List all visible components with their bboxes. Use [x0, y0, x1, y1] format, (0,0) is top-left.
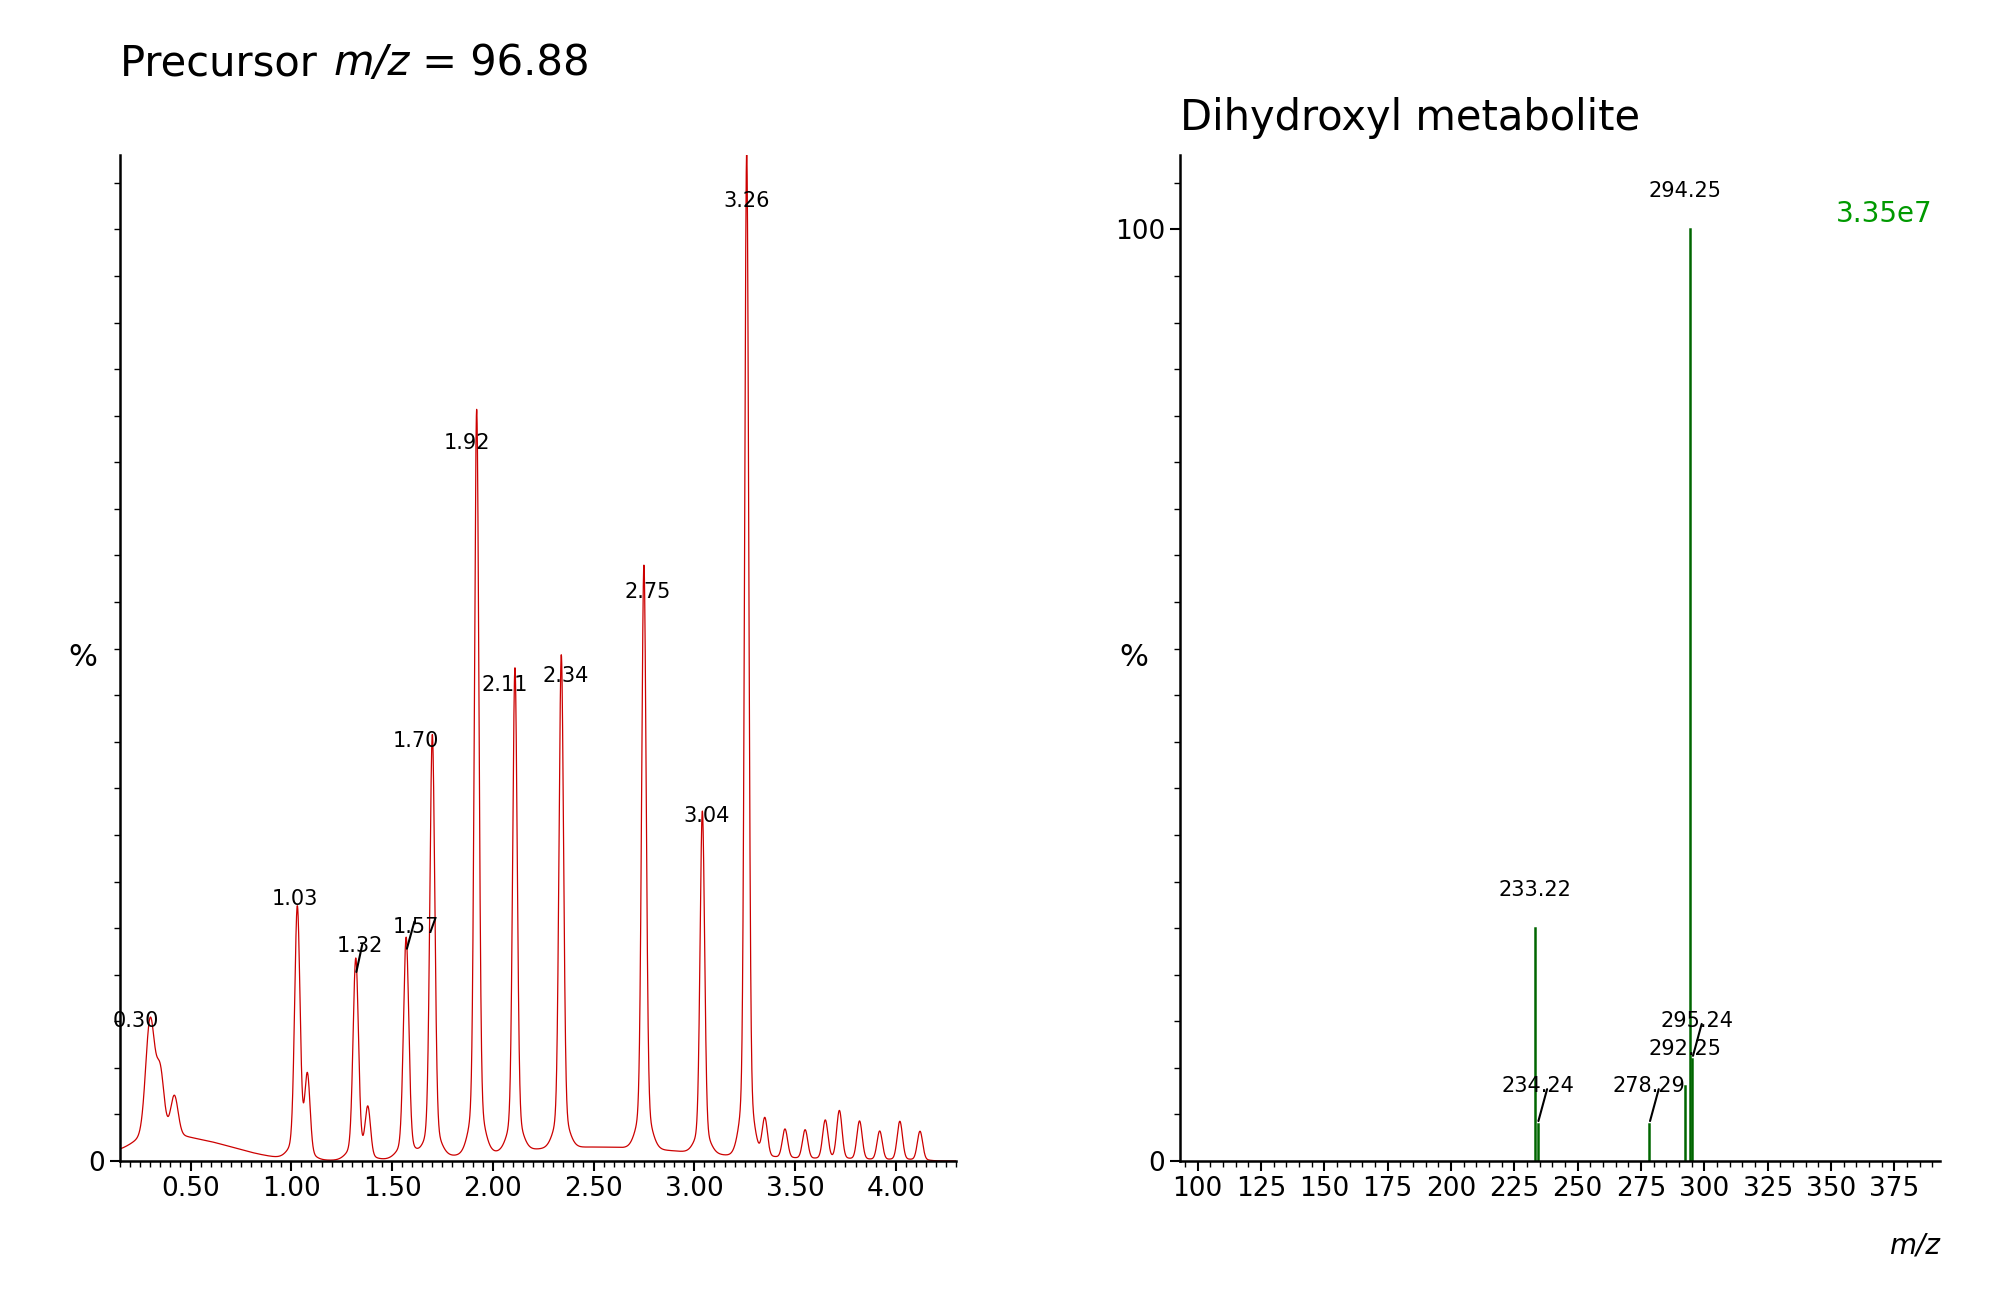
Text: 3.35e7: 3.35e7 — [1836, 200, 1932, 228]
Text: %: % — [68, 644, 96, 672]
Text: 278.29: 278.29 — [1612, 1076, 1686, 1095]
Text: 292.25: 292.25 — [1648, 1038, 1722, 1059]
Text: 2.75: 2.75 — [624, 582, 672, 602]
Text: 234.24: 234.24 — [1502, 1076, 1574, 1095]
Text: 1.57: 1.57 — [394, 917, 440, 938]
Text: 3.26: 3.26 — [724, 191, 770, 210]
Text: 0.30: 0.30 — [112, 1010, 160, 1031]
Text: 3.04: 3.04 — [684, 805, 730, 826]
Text: 1.32: 1.32 — [336, 937, 382, 956]
Text: m/z: m/z — [1888, 1232, 1940, 1259]
Text: %: % — [1120, 644, 1148, 672]
Text: 294.25: 294.25 — [1648, 182, 1722, 201]
Text: m/z: m/z — [334, 43, 410, 84]
Text: Precursor: Precursor — [120, 43, 330, 84]
Text: = 96.88: = 96.88 — [408, 43, 590, 84]
Text: 295.24: 295.24 — [1660, 1010, 1734, 1031]
Text: 233.22: 233.22 — [1498, 880, 1572, 900]
Text: Dihydroxyl metabolite: Dihydroxyl metabolite — [1180, 97, 1640, 139]
Text: 1.92: 1.92 — [444, 433, 490, 453]
Text: 1.03: 1.03 — [272, 889, 318, 909]
Text: 2.34: 2.34 — [542, 666, 588, 686]
Text: 2.11: 2.11 — [482, 675, 528, 695]
Text: 1.70: 1.70 — [394, 731, 440, 751]
